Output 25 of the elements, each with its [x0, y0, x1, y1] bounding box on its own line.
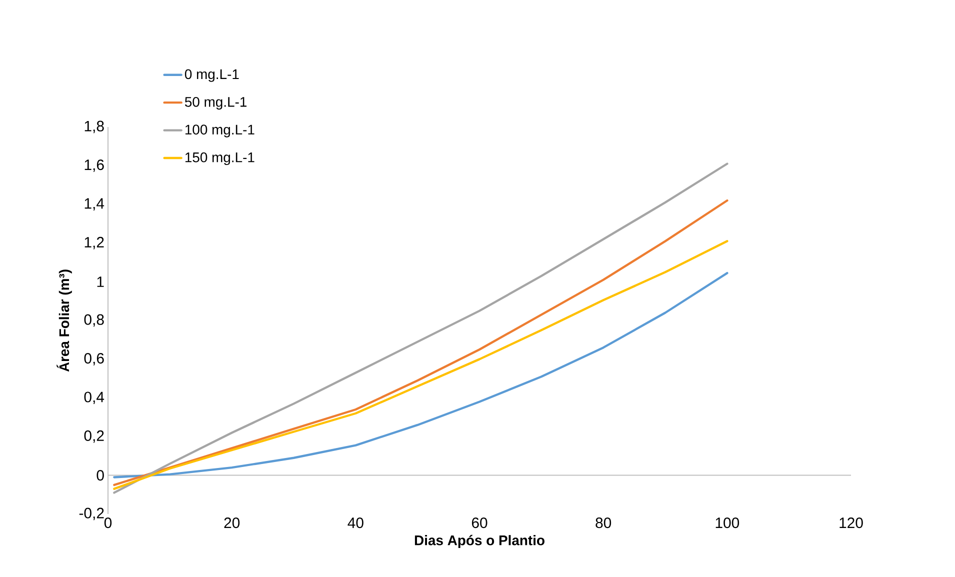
y-tick-label: 1,2	[84, 236, 104, 250]
y-tick-label: 1,4	[84, 198, 104, 210]
x-tick-label: 60	[472, 518, 488, 528]
y-tick-label: 0,4	[84, 392, 104, 404]
x-tick-label: 100	[716, 518, 740, 528]
y-axis-title: Área Foliar (m³)	[56, 270, 72, 372]
y-tick-label: 1,8	[84, 120, 104, 134]
x-tick-label: 20	[224, 518, 240, 528]
x-tick-label: 80	[596, 518, 612, 528]
legend-label: 100 mg.L-1	[185, 124, 254, 138]
y-tick-label: 0,8	[84, 314, 104, 327]
legend-label: 150 mg.L-1	[185, 152, 254, 166]
legend-label: 50 mg.L-1	[184, 96, 247, 110]
y-tick-label: 0,2	[84, 430, 104, 443]
x-tick-label: 40	[348, 518, 364, 528]
legend-label: 0 mg.L-1	[184, 69, 239, 82]
y-tick-label: 1	[97, 276, 104, 287]
y-tick-label: 1,6	[84, 160, 104, 172]
x-tick-label: 0	[104, 518, 112, 528]
y-tick-label: 0,6	[84, 353, 104, 366]
x-tick-label: 120	[840, 518, 863, 528]
y-tick-label: 0	[96, 470, 104, 481]
x-axis-title: Dias Após o Plantio	[414, 534, 544, 548]
y-tick-label: -0,2	[79, 508, 104, 520]
line-series	[113, 272, 728, 478]
